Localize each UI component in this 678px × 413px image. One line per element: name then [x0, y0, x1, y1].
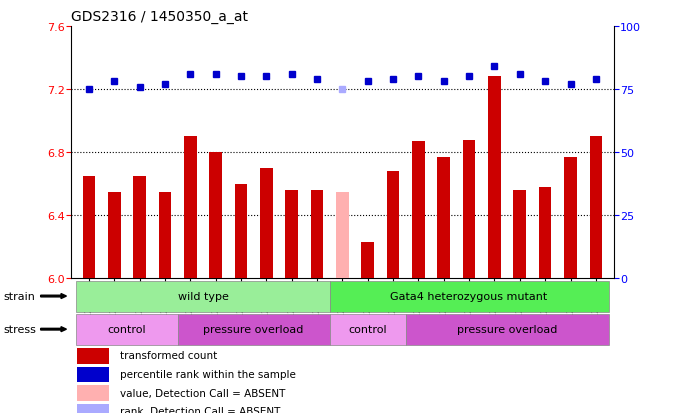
Bar: [405, 314, 609, 345]
Bar: [178, 314, 330, 345]
Bar: [564, 157, 577, 279]
Text: transformed count: transformed count: [120, 351, 217, 361]
Bar: [488, 77, 501, 279]
Text: strain: strain: [3, 291, 35, 301]
Bar: [77, 404, 109, 413]
Bar: [285, 191, 298, 279]
Bar: [539, 188, 551, 279]
Bar: [463, 140, 475, 279]
Text: control: control: [348, 324, 387, 335]
Bar: [83, 176, 96, 279]
Bar: [108, 192, 121, 279]
Text: Gata4 heterozygous mutant: Gata4 heterozygous mutant: [391, 291, 548, 301]
Text: wild type: wild type: [178, 291, 228, 301]
Bar: [77, 348, 109, 363]
Bar: [235, 184, 247, 279]
Bar: [336, 192, 348, 279]
Bar: [184, 137, 197, 279]
Bar: [76, 314, 178, 345]
Bar: [159, 192, 172, 279]
Bar: [260, 169, 273, 279]
Bar: [330, 314, 405, 345]
Bar: [134, 176, 146, 279]
Bar: [513, 191, 526, 279]
Text: stress: stress: [3, 324, 36, 335]
Bar: [386, 172, 399, 279]
Text: value, Detection Call = ABSENT: value, Detection Call = ABSENT: [120, 388, 285, 398]
Bar: [589, 137, 602, 279]
Text: percentile rank within the sample: percentile rank within the sample: [120, 369, 296, 379]
Bar: [210, 153, 222, 279]
Text: pressure overload: pressure overload: [457, 324, 557, 335]
Bar: [311, 191, 323, 279]
Text: control: control: [108, 324, 146, 335]
Bar: [437, 157, 450, 279]
Bar: [361, 242, 374, 279]
Bar: [76, 281, 330, 312]
Bar: [77, 367, 109, 382]
Text: pressure overload: pressure overload: [203, 324, 304, 335]
Bar: [412, 142, 424, 279]
Bar: [330, 281, 609, 312]
Text: GDS2316 / 1450350_a_at: GDS2316 / 1450350_a_at: [71, 10, 248, 24]
Bar: [77, 385, 109, 401]
Text: rank, Detection Call = ABSENT: rank, Detection Call = ABSENT: [120, 406, 281, 413]
